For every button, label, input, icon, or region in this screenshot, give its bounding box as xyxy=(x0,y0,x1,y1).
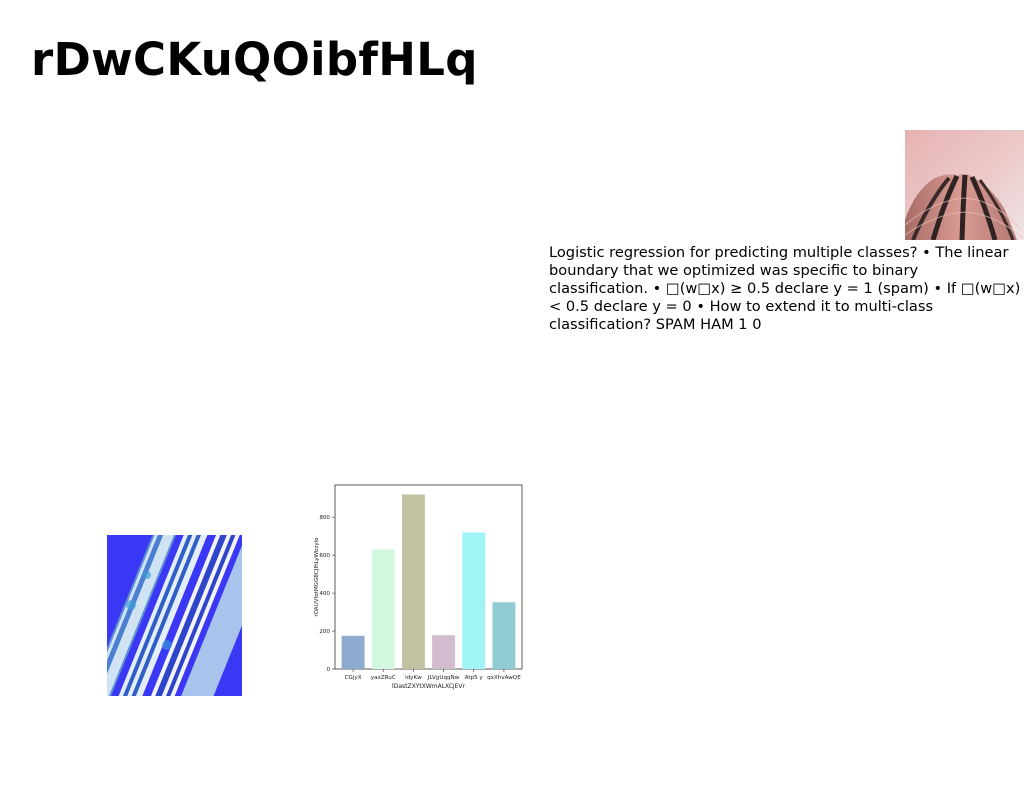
x-tick-label: CGjyX xyxy=(345,675,362,681)
x-axis-label: lDastZXYtXWmALXCjEVr xyxy=(392,683,465,690)
bar-chart: 0 200 400 600 800 CGjyX yaxZRuC ldyKw JLVgUqqNw… xyxy=(314,484,523,690)
building-photo xyxy=(905,130,1024,240)
slide-body-text: Logistic regression for predicting multi… xyxy=(549,244,1021,333)
x-tick-label: yaxZRuC xyxy=(371,675,396,681)
x-tick-label: ldyKw xyxy=(405,675,422,681)
bar-jlvguqqnw xyxy=(432,635,456,669)
slide-title: rDwCKuQOibfHLq xyxy=(31,33,478,86)
y-tick-label: 0 xyxy=(326,667,330,673)
y-tick-label: 200 xyxy=(319,629,330,635)
bar-atp5-y xyxy=(462,532,486,669)
x-tick-label: Atp5 y xyxy=(465,675,484,681)
x-tick-label: JLVgUqqNw xyxy=(427,675,460,681)
bar-cgjyx xyxy=(341,635,365,669)
y-tick-label: 800 xyxy=(319,515,330,521)
wrapping-paper-photo xyxy=(107,535,242,696)
x-tick-label: qxXhvAwQE xyxy=(487,675,521,681)
y-tick-label: 600 xyxy=(319,553,330,559)
plot-frame xyxy=(334,484,523,670)
y-tick-label: 400 xyxy=(319,591,330,597)
y-axis-label: rOAUVfotMGGBCJfhLyWbzylo xyxy=(314,537,320,617)
bar-yaxzruc xyxy=(371,549,395,669)
bar-qxxhvawqe xyxy=(492,602,516,669)
bar-ldykw xyxy=(401,494,425,669)
